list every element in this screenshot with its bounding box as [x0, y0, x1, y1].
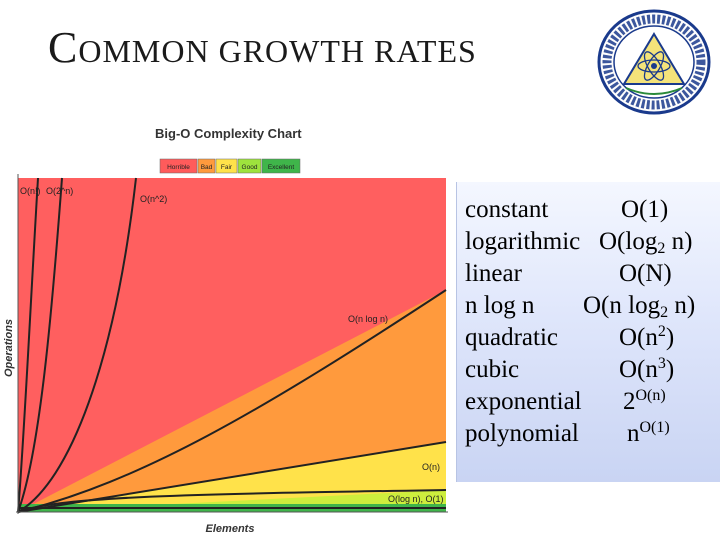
- legend-label-good: Good: [242, 164, 258, 171]
- chart-legend: Horrible Bad Fair Good Excellent: [159, 158, 301, 174]
- rate-notation: O(n3): [619, 355, 675, 384]
- legend-swatch-fair: [215, 158, 238, 174]
- curve-logn: [17, 489, 447, 513]
- curve-nlogn: [17, 289, 447, 513]
- legend-swatch-bad: [197, 158, 216, 174]
- rate-name: cubic: [465, 356, 520, 383]
- curve-quadratic: [17, 177, 137, 513]
- slide-title-initial: C: [48, 23, 79, 72]
- rate-notation: O(N): [619, 260, 672, 287]
- region-bad: [18, 290, 446, 512]
- rate-cubic: cubic O(n3): [465, 354, 720, 386]
- curve-label-log-constant: O(log n), O(1): [388, 494, 444, 504]
- rate-name: exponential: [465, 388, 582, 415]
- big-o-complexity-chart: Big-O Complexity Chart Horrible Bad Fair…: [0, 112, 456, 540]
- curve-label-nlogn: O(n log n): [348, 314, 388, 324]
- growth-rates-box: constant O(1) logarithmic O(log2 n) line…: [456, 182, 720, 482]
- rate-notation: O(n2): [619, 323, 675, 352]
- curve-label-linear: O(n): [422, 462, 440, 472]
- rate-notation: nO(1): [627, 419, 670, 448]
- legend-swatch-good: [237, 158, 262, 174]
- rate-notation: O(n log2 n): [583, 292, 696, 321]
- rate-linear: linear O(N): [465, 258, 720, 290]
- rate-name: quadratic: [465, 324, 559, 351]
- curve-label-quadratic: O(n^2): [140, 194, 167, 204]
- rate-name: constant: [465, 196, 549, 223]
- legend-label-horrible: Horrible: [167, 164, 190, 171]
- curve-factorial: [17, 177, 39, 513]
- rate-notation: O(1): [621, 196, 669, 223]
- legend-label-excellent: Excellent: [268, 164, 295, 171]
- rate-notation: 2O(n): [623, 387, 666, 416]
- curve-label-factorial: O(n!): [20, 186, 41, 196]
- legend-swatch-horrible: [159, 158, 198, 174]
- legend-label-fair: Fair: [221, 164, 233, 171]
- legend-swatch-excellent: [261, 158, 301, 174]
- plot-area: O(n!) O(2^n) O(n^2) O(n log n) O(n) O(lo…: [17, 177, 447, 513]
- rate-nlogn: n log n O(n log2 n): [465, 290, 720, 322]
- rate-quadratic: quadratic O(n2): [465, 322, 720, 354]
- rate-name: linear: [465, 260, 522, 287]
- university-logo: [597, 9, 711, 115]
- legend-label-bad: Bad: [201, 164, 213, 171]
- rate-name: polynomial: [465, 420, 579, 447]
- y-axis-label: Operations: [3, 319, 15, 377]
- rate-name: logarithmic: [465, 228, 581, 255]
- rate-polynomial: polynomial nO(1): [465, 418, 720, 450]
- rate-exponential: exponential 2O(n): [465, 386, 720, 418]
- rate-notation: O(log2 n): [599, 228, 693, 257]
- slide-title-rest: OMMON GROWTH RATES: [78, 33, 477, 69]
- rate-name: n log n: [465, 292, 535, 319]
- x-axis-label: Elements: [206, 523, 255, 535]
- curve-exponential: [17, 177, 63, 513]
- rate-constant: constant O(1): [465, 194, 720, 226]
- rate-logarithmic: logarithmic O(log2 n): [465, 226, 720, 258]
- curve-label-exponential: O(2^n): [46, 186, 73, 196]
- growth-rates-list: constant O(1) logarithmic O(log2 n) line…: [457, 182, 720, 450]
- slide-title: COMMON GROWTH RATES: [48, 22, 477, 73]
- chart-title: Big-O Complexity Chart: [155, 126, 302, 141]
